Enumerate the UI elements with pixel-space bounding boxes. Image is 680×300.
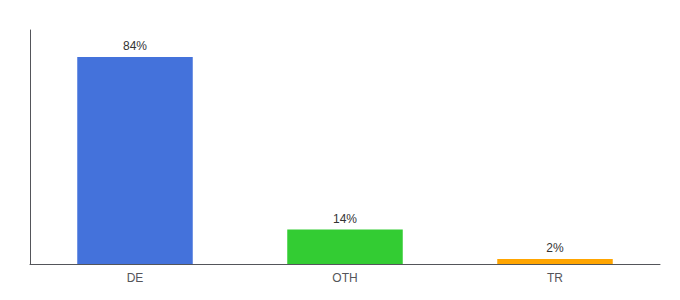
svg-text:84%: 84% [123,39,147,53]
svg-text:DE: DE [127,271,144,285]
svg-text:14%: 14% [333,212,357,226]
svg-text:2%: 2% [546,241,564,255]
svg-text:TR: TR [547,271,563,285]
svg-text:OTH: OTH [332,271,357,285]
